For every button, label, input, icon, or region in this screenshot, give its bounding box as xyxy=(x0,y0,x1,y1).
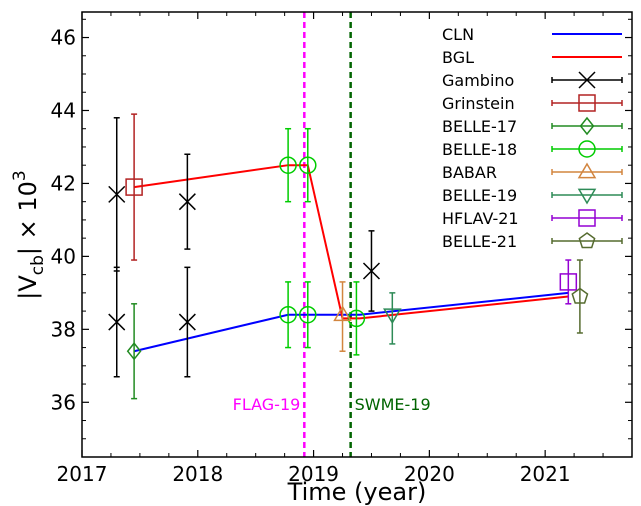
series-belle-17 xyxy=(126,303,142,400)
y-tick-label: 46 xyxy=(51,26,76,50)
legend-label-belle-19: BELLE-19 xyxy=(442,186,517,205)
legend-label-hflav-21: HFLAV-21 xyxy=(442,209,519,228)
marker-gambino xyxy=(178,193,196,211)
marker-belle-18 xyxy=(347,309,366,328)
marker-babar xyxy=(333,305,352,322)
series-grinstein xyxy=(125,113,143,261)
legend: CLN BGL Gambino Grinstein BELLE-17 BELLE-18 BA… xyxy=(442,25,623,251)
legend-label-belle-18: BELLE-18 xyxy=(442,140,517,159)
marker-belle-19 xyxy=(383,308,402,325)
y-tick-label: 42 xyxy=(51,171,76,195)
marker-belle-17 xyxy=(126,342,142,361)
legend-marker-hflav-21 xyxy=(578,209,596,227)
series-hflav-21 xyxy=(559,259,578,305)
legend-marker-belle-17 xyxy=(579,116,595,136)
x-tick-label: 2019 xyxy=(288,462,339,486)
line-bgl xyxy=(133,164,569,320)
legend-marker-babar xyxy=(577,162,597,179)
series-belle-18 xyxy=(279,127,366,356)
legend-label-bgl: BGL xyxy=(442,48,474,67)
marker-belle-18 xyxy=(299,305,317,324)
vline-label-flag-19: FLAG-19 xyxy=(233,395,301,414)
legend-marker-belle-21 xyxy=(578,232,596,249)
marker-gambino xyxy=(108,185,126,203)
plot-area: FLAG-19 SWME-19 xyxy=(108,12,589,457)
y-axis-title-tail: | × 10 xyxy=(14,181,42,255)
legend-label-gambino: Gambino xyxy=(442,71,514,90)
legend-label-babar: BABAR xyxy=(442,163,497,182)
series-babar xyxy=(333,281,352,352)
x-tick-label: 2020 xyxy=(404,462,455,486)
series-gambino xyxy=(108,117,381,378)
y-axis-title-sup: 3 xyxy=(10,170,30,181)
legend-label-grinstein: Grinstein xyxy=(442,94,515,113)
series-belle-19 xyxy=(383,292,402,345)
legend-label-belle-21: BELLE-21 xyxy=(442,232,517,251)
y-tick-label: 40 xyxy=(51,244,76,268)
legend-marker-gambino xyxy=(578,71,596,89)
marker-belle-18 xyxy=(299,156,317,174)
marker-gambino xyxy=(178,313,196,331)
marker-gambino xyxy=(108,313,126,331)
axis-ticks: 2017 2018 2019 2020 2021 36 38 40 42 44 46 xyxy=(51,12,633,486)
marker-grinstein xyxy=(125,178,143,196)
y-axis-title-main: |V xyxy=(14,275,42,300)
x-tick-label: 2017 xyxy=(57,462,108,486)
marker-belle-18 xyxy=(279,156,297,174)
marker-belle-18 xyxy=(279,305,297,324)
y-tick-label: 36 xyxy=(51,390,76,414)
series-belle-21 xyxy=(571,259,589,334)
legend-marker-belle-19 xyxy=(577,188,597,205)
y-tick-label: 44 xyxy=(51,98,76,122)
legend-marker-grinstein xyxy=(578,94,596,112)
y-tick-label: 38 xyxy=(51,317,76,341)
vline-label-swme-19: SWME-19 xyxy=(355,395,431,414)
plot-frame xyxy=(81,11,633,458)
marker-belle-21 xyxy=(571,287,589,304)
x-tick-label: 2018 xyxy=(172,462,223,486)
legend-label-belle-17: BELLE-17 xyxy=(442,117,517,136)
x-axis-title: Time (year) xyxy=(287,478,427,506)
x-tick-label: 2021 xyxy=(520,462,571,486)
legend-label-cln: CLN xyxy=(442,25,474,44)
legend-marker-belle-18 xyxy=(578,140,596,158)
marker-gambino xyxy=(362,262,381,280)
marker-hflav-21 xyxy=(559,273,578,291)
y-axis-title: |Vcb| × 103 xyxy=(10,170,48,299)
y-axis-title-sub: cb xyxy=(28,255,48,275)
